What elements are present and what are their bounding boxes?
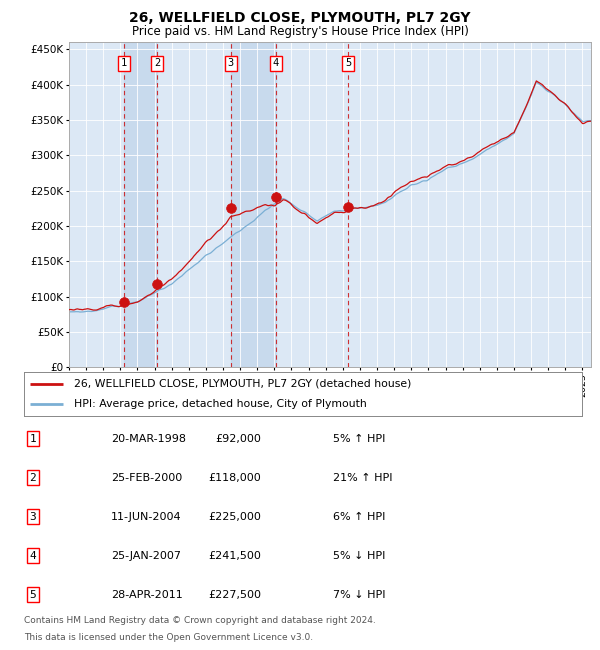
Text: Price paid vs. HM Land Registry's House Price Index (HPI): Price paid vs. HM Land Registry's House … [131, 25, 469, 38]
Text: £225,000: £225,000 [208, 512, 261, 522]
Text: 1: 1 [29, 434, 37, 444]
Text: 7% ↓ HPI: 7% ↓ HPI [333, 590, 386, 600]
Text: 5: 5 [345, 58, 352, 68]
Text: This data is licensed under the Open Government Licence v3.0.: This data is licensed under the Open Gov… [24, 633, 313, 642]
Text: 25-JAN-2007: 25-JAN-2007 [111, 551, 181, 561]
Text: 11-JUN-2004: 11-JUN-2004 [111, 512, 182, 522]
Text: 4: 4 [272, 58, 279, 68]
Text: 2: 2 [154, 58, 160, 68]
Text: 26, WELLFIELD CLOSE, PLYMOUTH, PL7 2GY: 26, WELLFIELD CLOSE, PLYMOUTH, PL7 2GY [129, 11, 471, 25]
Text: 20-MAR-1998: 20-MAR-1998 [111, 434, 186, 444]
Text: 6% ↑ HPI: 6% ↑ HPI [333, 512, 385, 522]
Text: 21% ↑ HPI: 21% ↑ HPI [333, 473, 392, 483]
Text: 26, WELLFIELD CLOSE, PLYMOUTH, PL7 2GY (detached house): 26, WELLFIELD CLOSE, PLYMOUTH, PL7 2GY (… [74, 379, 412, 389]
Text: 3: 3 [227, 58, 233, 68]
Text: 4: 4 [29, 551, 37, 561]
Text: £118,000: £118,000 [208, 473, 261, 483]
Text: 25-FEB-2000: 25-FEB-2000 [111, 473, 182, 483]
Text: 28-APR-2011: 28-APR-2011 [111, 590, 183, 600]
Text: £92,000: £92,000 [215, 434, 261, 444]
Text: 1: 1 [121, 58, 127, 68]
Text: £227,500: £227,500 [208, 590, 261, 600]
Text: 3: 3 [29, 512, 37, 522]
Text: HPI: Average price, detached house, City of Plymouth: HPI: Average price, detached house, City… [74, 399, 367, 409]
Text: £241,500: £241,500 [208, 551, 261, 561]
Text: 5% ↑ HPI: 5% ↑ HPI [333, 434, 385, 444]
Bar [124, 42, 157, 367]
Bar [230, 42, 275, 367]
Text: 5: 5 [29, 590, 37, 600]
Text: Contains HM Land Registry data © Crown copyright and database right 2024.: Contains HM Land Registry data © Crown c… [24, 616, 376, 625]
Text: 2: 2 [29, 473, 37, 483]
Text: 5% ↓ HPI: 5% ↓ HPI [333, 551, 385, 561]
